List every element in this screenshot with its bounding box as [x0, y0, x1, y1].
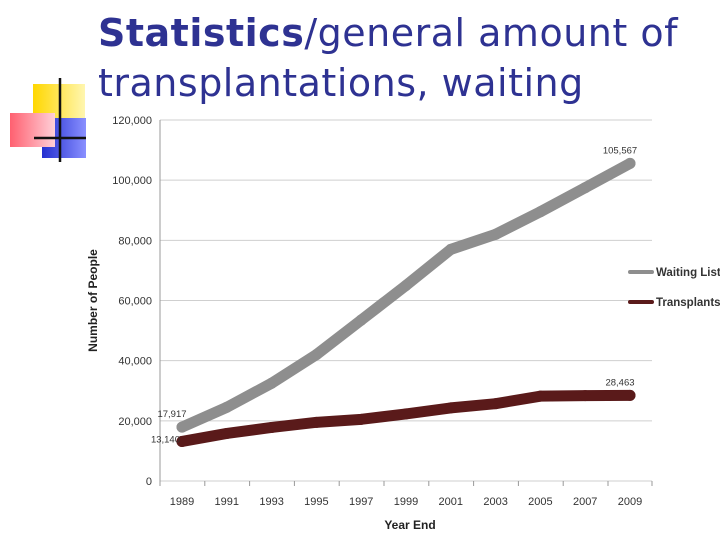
- y-tick-label: 120,000: [112, 115, 152, 127]
- data-point: [266, 377, 278, 389]
- data-point: [355, 413, 367, 425]
- data-point: [400, 408, 412, 420]
- x-tick-label: 1999: [394, 496, 418, 508]
- data-point: [400, 279, 412, 291]
- x-tick-label: 2005: [528, 496, 552, 508]
- data-point: [310, 416, 322, 428]
- data-point: [579, 390, 591, 402]
- deco-red-square: [10, 113, 55, 147]
- data-label: 17,917: [157, 409, 186, 420]
- data-point: [221, 401, 233, 413]
- data-point: [221, 427, 233, 439]
- decorative-squares: [10, 78, 86, 162]
- y-tick-label: 40,000: [118, 356, 152, 368]
- x-tick-label: 1989: [170, 496, 194, 508]
- y-tick-label: 20,000: [118, 416, 152, 428]
- data-point: [355, 314, 367, 326]
- data-point: [490, 398, 502, 410]
- data-point: [445, 243, 457, 255]
- data-label: 28,463: [605, 377, 634, 388]
- x-tick-label: 1993: [259, 496, 283, 508]
- data-point: [624, 157, 636, 169]
- data-point: [176, 435, 188, 447]
- x-tick-label: 2001: [439, 496, 463, 508]
- x-axis-title: Year End: [384, 518, 435, 532]
- data-point: [579, 182, 591, 194]
- y-tick-label: 100,000: [112, 175, 152, 187]
- data-point: [490, 228, 502, 240]
- x-tick-label: 2003: [483, 496, 507, 508]
- y-tick-label: 80,000: [118, 235, 152, 247]
- series-line-waiting-list: [176, 157, 636, 433]
- y-tick-label: 60,000: [118, 296, 152, 308]
- y-axis-title: Number of People: [86, 249, 100, 352]
- legend-label: Waiting List: [656, 267, 720, 279]
- legend-label: Transplants: [656, 297, 720, 309]
- y-tick-label: 0: [146, 476, 152, 488]
- data-point: [445, 402, 457, 414]
- x-tick-label: 1991: [215, 496, 239, 508]
- page-title: Statistics/general amount of transplanta…: [98, 8, 708, 108]
- title-bold: Statistics: [98, 11, 305, 55]
- data-point: [534, 390, 546, 402]
- data-point: [176, 421, 188, 433]
- data-label: 105,567: [603, 145, 637, 156]
- x-tick-label: 2009: [618, 496, 642, 508]
- x-tick-label: 1997: [349, 496, 373, 508]
- x-tick-label: 1995: [304, 496, 328, 508]
- data-point: [310, 349, 322, 361]
- x-tick-label: 2007: [573, 496, 597, 508]
- title-rest: /general amount of transplantations, wai…: [98, 11, 678, 105]
- data-point: [534, 206, 546, 218]
- data-label: 13,140: [151, 434, 180, 445]
- data-point: [624, 389, 636, 401]
- data-point: [266, 421, 278, 433]
